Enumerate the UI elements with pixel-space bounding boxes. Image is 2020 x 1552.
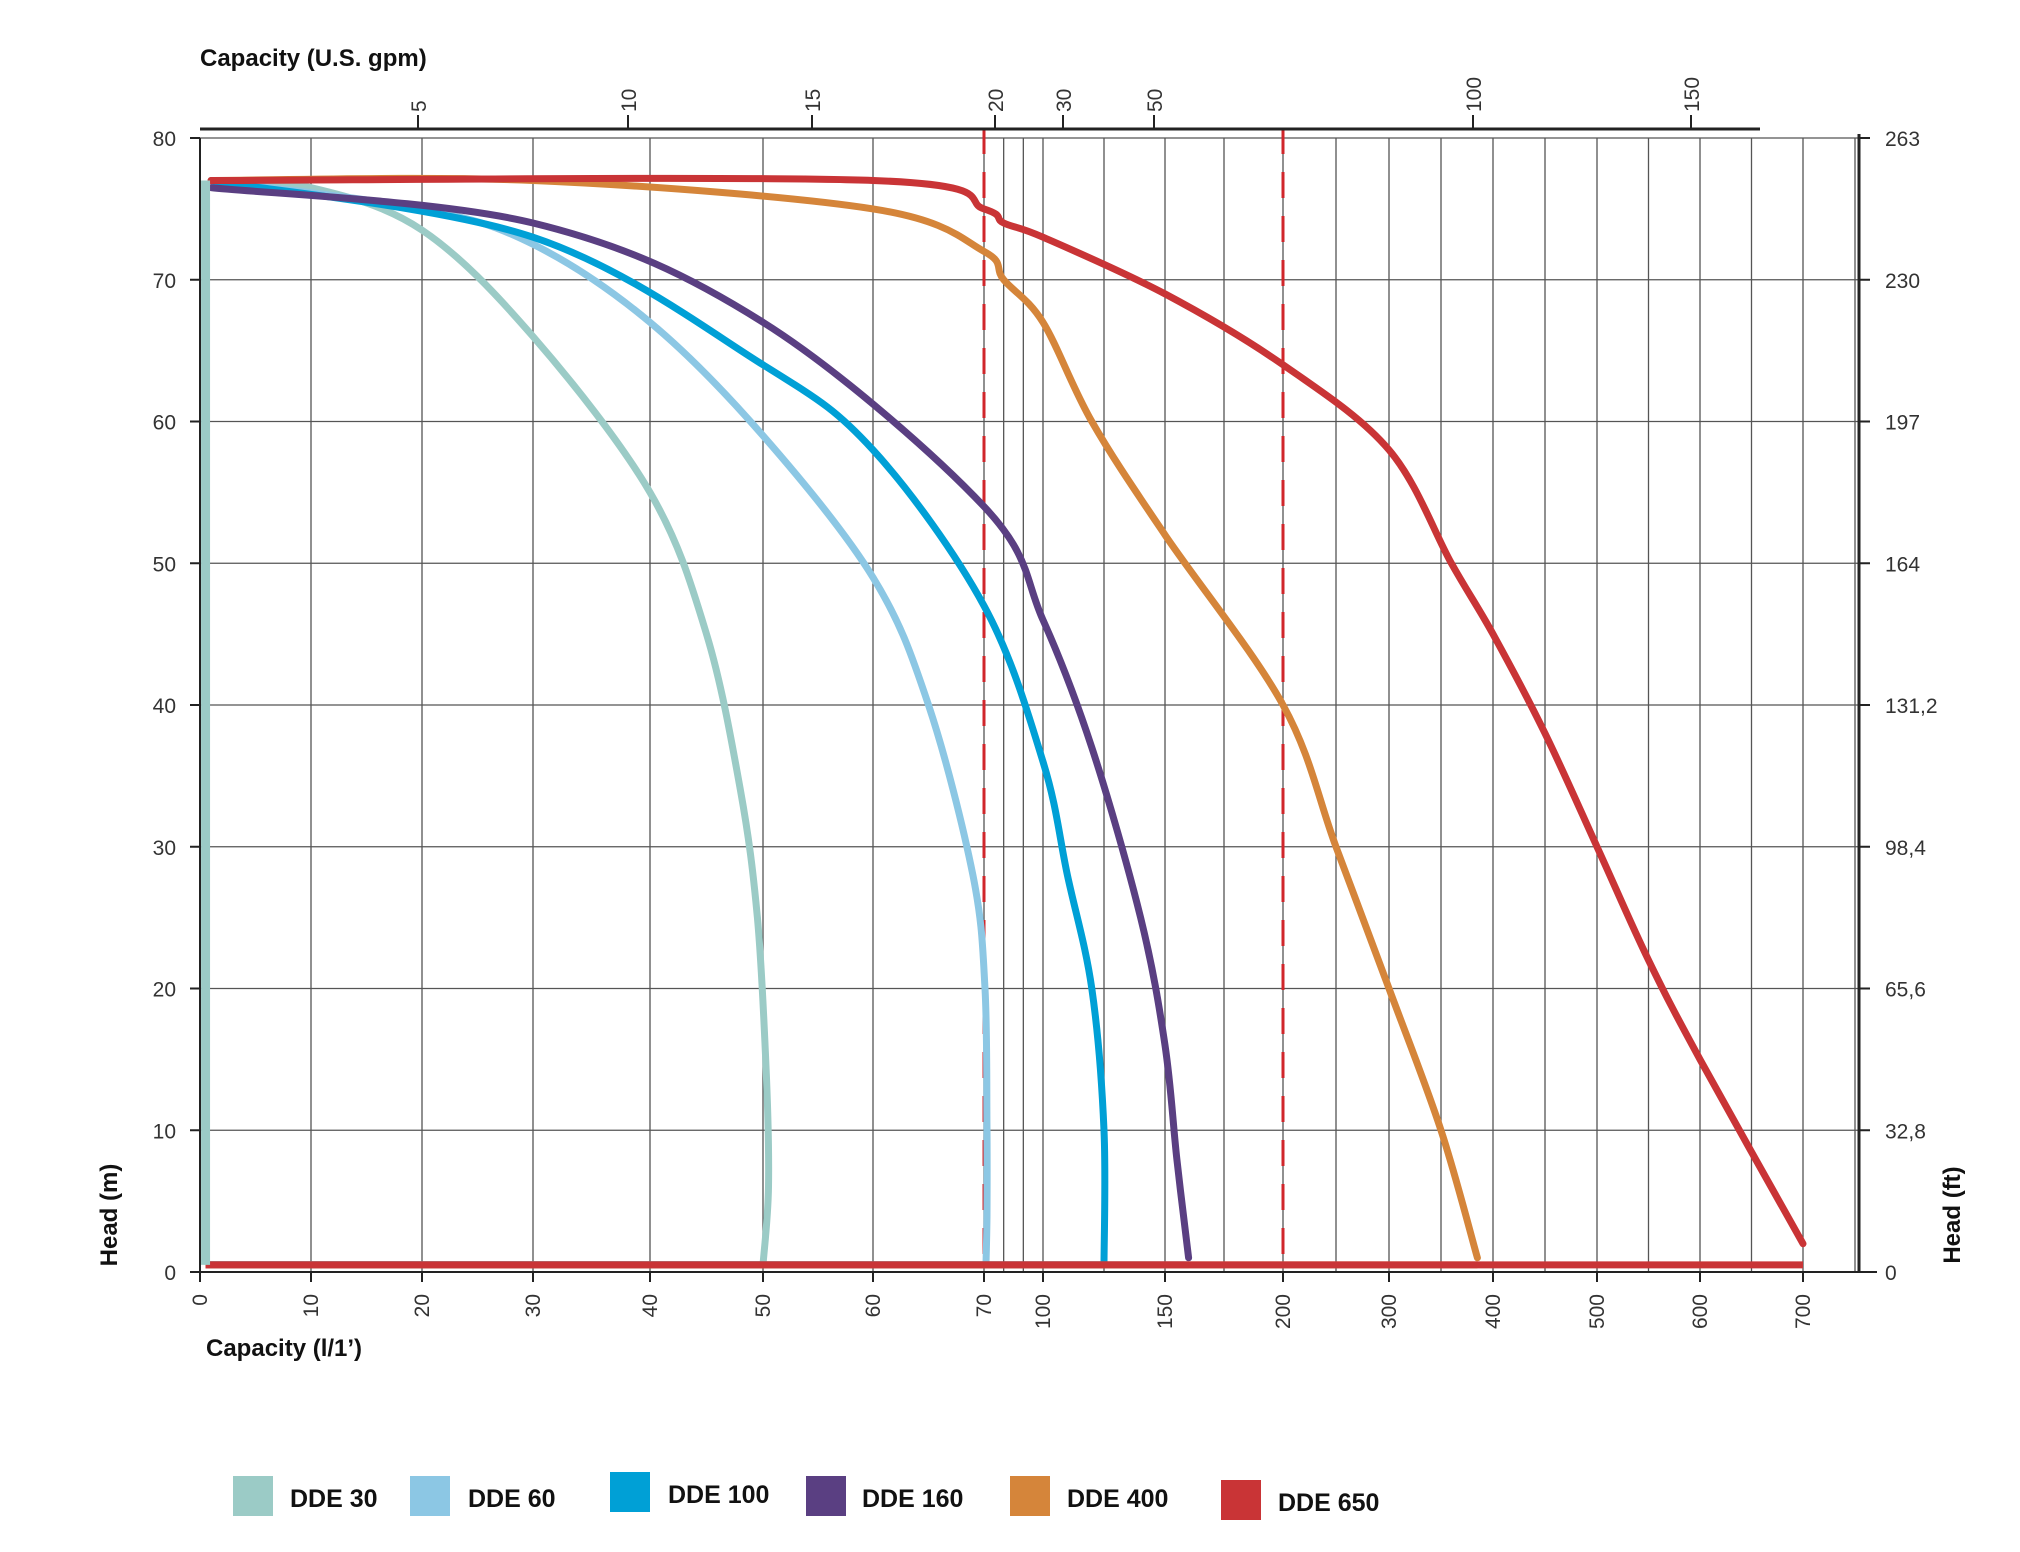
tick-labels: 01020304050607080032,865,698,4131,216419… <box>153 77 1938 1329</box>
bottom-tick-label: 50 <box>752 1294 775 1317</box>
left-tick-label: 50 <box>153 553 176 576</box>
bottom-tick-label: 600 <box>1689 1294 1712 1329</box>
top-axis-title: Capacity (U.S. gpm) <box>200 45 427 72</box>
right-tick-label: 263 <box>1885 128 1920 151</box>
bottom-tick-label: 300 <box>1378 1294 1401 1329</box>
left-axis-title: Head (m) <box>96 1164 123 1267</box>
legend-label: DDE 100 <box>668 1481 769 1509</box>
bottom-tick-label: 100 <box>1032 1294 1055 1329</box>
bottom-tick-label: 30 <box>522 1294 545 1317</box>
right-tick-label: 197 <box>1885 412 1920 435</box>
left-tick-label: 80 <box>153 128 176 151</box>
bottom-tick-label: 500 <box>1586 1294 1609 1329</box>
series-layer <box>201 174 1807 1269</box>
left-tick-label: 30 <box>153 837 176 860</box>
series-line <box>207 184 1193 1262</box>
bottom-tick-label: 10 <box>300 1294 323 1317</box>
top-tick-label: 100 <box>1463 77 1486 112</box>
top-tick-label: 50 <box>1144 89 1167 112</box>
series-line <box>207 174 1481 1262</box>
bottom-tick-label: 20 <box>411 1294 434 1317</box>
top-tick-label: 15 <box>802 89 825 112</box>
right-tick-label: 98,4 <box>1885 837 1926 860</box>
legend-label: DDE 400 <box>1067 1485 1168 1513</box>
left-tick-label: 40 <box>153 695 176 718</box>
legend-label: DDE 30 <box>290 1485 378 1513</box>
top-tick-label: 10 <box>618 89 641 112</box>
bottom-tick-label: 700 <box>1792 1294 1815 1329</box>
right-tick-label: 164 <box>1885 553 1920 576</box>
bottom-tick-label: 150 <box>1154 1294 1177 1329</box>
left-tick-label: 10 <box>153 1120 176 1143</box>
top-tick-label: 30 <box>1053 89 1076 112</box>
grid-layer <box>199 137 1860 1273</box>
right-tick-label: 0 <box>1885 1262 1897 1285</box>
legend: DDE 30 DDE 60 DDE 100 DDE 160 DDE 400 DDE 650 <box>233 1472 1379 1520</box>
legend-swatch <box>806 1476 846 1516</box>
legend-label: DDE 650 <box>1278 1489 1379 1517</box>
legend-label: DDE 160 <box>862 1485 963 1513</box>
legend-swatch <box>1221 1480 1261 1520</box>
left-tick-label: 60 <box>153 412 176 435</box>
bottom-tick-label: 60 <box>862 1294 885 1317</box>
right-tick-label: 131,2 <box>1885 695 1938 718</box>
bottom-tick-label: 200 <box>1272 1294 1295 1329</box>
legend-swatch <box>1010 1476 1050 1516</box>
top-tick-label: 150 <box>1681 77 1704 112</box>
right-tick-label: 230 <box>1885 270 1920 293</box>
legend-swatch <box>233 1476 273 1516</box>
right-tick-label: 65,6 <box>1885 979 1926 1002</box>
series-line <box>207 177 1109 1269</box>
bottom-tick-label: 70 <box>973 1294 996 1317</box>
bottom-tick-label: 400 <box>1482 1294 1505 1329</box>
axes-layer <box>190 115 1877 1282</box>
left-tick-label: 0 <box>164 1262 176 1285</box>
legend-swatch <box>410 1476 450 1516</box>
series-line <box>207 177 773 1269</box>
top-tick-label: 20 <box>985 89 1008 112</box>
bottom-axis-title: Capacity (l/1’) <box>206 1335 362 1362</box>
top-tick-label: 5 <box>408 100 431 112</box>
bottom-tick-label: 0 <box>189 1294 212 1306</box>
left-tick-label: 20 <box>153 979 176 1002</box>
legend-swatch <box>610 1472 650 1512</box>
left-tick-label: 70 <box>153 270 176 293</box>
right-axis-title: Head (ft) <box>1939 1166 1966 1263</box>
legend-label: DDE 60 <box>468 1485 556 1513</box>
bottom-tick-label: 40 <box>639 1294 662 1317</box>
series-line <box>207 174 1807 1248</box>
series-line <box>207 177 991 1269</box>
right-tick-label: 32,8 <box>1885 1120 1926 1143</box>
